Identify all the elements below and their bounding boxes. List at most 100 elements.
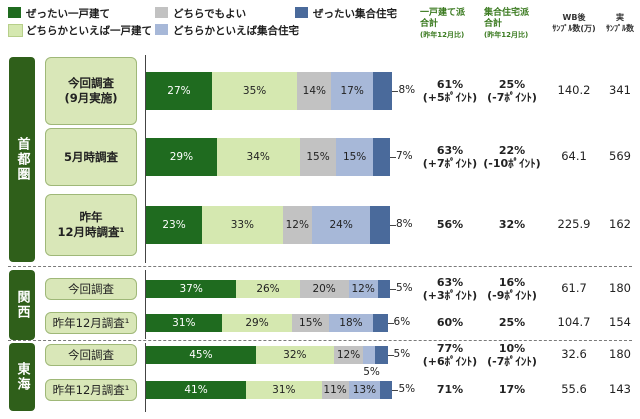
apartment-total-value: 22% (-10ﾎﾟｲﾝﾄ): [480, 144, 544, 170]
bar-segment: 11%: [321, 381, 349, 399]
apartment-total-value-total: 25%: [498, 78, 526, 91]
real-sample-value: 341: [609, 83, 631, 97]
header-apartment-total: 集合住宅派 合計 (昨年12月比): [484, 8, 529, 41]
bar-segment: 14%: [297, 72, 332, 110]
legend-label: ぜったい集合住宅: [313, 8, 397, 20]
real-sample-value: 143: [609, 382, 631, 396]
real-sample-value: 180: [609, 347, 631, 361]
house-total-value: 56%: [420, 218, 480, 231]
bar-segment: [380, 381, 393, 399]
wb-sample-value: 225.9: [557, 217, 591, 231]
axis-left-tokai: [145, 343, 146, 412]
bar-segment: [370, 206, 390, 244]
apartment-total-value-total: 10%: [498, 342, 526, 355]
bar-segment: 29%: [221, 314, 293, 332]
bar-segment: 32%: [255, 346, 334, 364]
bar-value-label: 41%: [184, 384, 208, 396]
apartment-total-value-total: 25%: [498, 316, 526, 329]
header-house-total: 一戸建て派 合計 (昨年12月比): [420, 8, 465, 41]
bar-segment: 13%: [348, 381, 381, 399]
header-house-total-sub: (昨年12月比): [420, 31, 465, 39]
bar-value-label: 24%: [329, 219, 353, 231]
bar-value-label-outside: 5%: [396, 282, 413, 294]
bar-segment: 35%: [211, 72, 298, 110]
house-total-value-diff: (+6ﾎﾟｲﾝﾄ): [422, 355, 478, 368]
apartment-total-value: 10% (-7ﾎﾟｲﾝﾄ): [480, 342, 544, 368]
legend-swatch: [155, 24, 168, 35]
legend-swatch: [295, 7, 308, 18]
bar-value-label-outside: 8%: [396, 218, 413, 230]
separator-kansai: [8, 266, 632, 267]
bar-segment: 31%: [246, 381, 322, 399]
house-total-value-diff: (+3ﾎﾟｲﾝﾄ): [422, 289, 478, 302]
apartment-total-value-total: 16%: [498, 276, 526, 289]
bar-segment: [372, 138, 390, 176]
bar-segment: 45%: [146, 346, 256, 364]
bar-value-label: 15%: [342, 151, 367, 163]
bar-value-label: 26%: [256, 283, 280, 295]
bar-segment: 31%: [146, 314, 222, 332]
bar-value-label: 31%: [272, 384, 296, 396]
bar-segment: 23%: [146, 206, 203, 244]
bar-segment: 37%: [146, 280, 237, 298]
header-real-samples-line1: 実: [616, 13, 624, 22]
house-total-value-total: 77%: [436, 342, 464, 355]
bar-value-label: 11%: [323, 384, 347, 396]
wb-sample-value: 61.7: [561, 281, 587, 295]
row-label: 5月時調査: [45, 128, 137, 186]
bar-value-label: 23%: [162, 219, 186, 231]
apartment-total-value-diff: (-7ﾎﾟｲﾝﾄ): [487, 91, 537, 104]
real-sample-value: 180: [609, 281, 631, 295]
leader-line: [392, 390, 399, 391]
row-label: 昨年12月調査¹: [45, 312, 137, 334]
bar-value-label: 18%: [339, 317, 363, 329]
leader-line: [390, 225, 396, 226]
wb-sample-value: 104.7: [557, 315, 591, 329]
header-wb-samples-line2: ｻﾝﾌﾟﾙ数(万): [552, 24, 596, 33]
bar-segment: 17%: [331, 72, 373, 110]
bar-value-label-below: 5%: [363, 366, 380, 378]
bar-value-label: 32%: [283, 349, 307, 361]
bar-value-label: 20%: [312, 283, 336, 295]
header-wb-samples-line1: WB後: [562, 13, 586, 22]
bar-segment: 27%: [146, 72, 212, 110]
row-label: 昨年 12月時調査¹: [45, 194, 137, 256]
house-total-value: 63% (+7ﾎﾟｲﾝﾄ): [420, 144, 480, 170]
region-kansai: 関西: [9, 270, 35, 340]
house-total-value: 71%: [420, 383, 480, 396]
bar-value-label: 13%: [352, 384, 377, 396]
separator-tokai: [8, 340, 632, 341]
bar-value-label-outside: 8%: [398, 84, 416, 96]
apartment-total-value-total: 32%: [498, 218, 526, 231]
real-sample-value: 569: [609, 149, 631, 163]
bar-value-label: 29%: [169, 151, 194, 163]
bar-segment: 12%: [333, 346, 364, 364]
apartment-total-value-diff: (-7ﾎﾟｲﾝﾄ): [487, 355, 537, 368]
house-total-value: 60%: [420, 316, 480, 329]
apartment-total-value: 17%: [480, 383, 544, 396]
house-total-value-total: 63%: [436, 276, 464, 289]
legend-swatch: [8, 7, 21, 18]
header-apartment-total-line1: 集合住宅派: [484, 8, 530, 18]
bar-value-label: 12%: [351, 283, 375, 295]
bar-segment: 41%: [146, 381, 247, 399]
leader-line: [390, 157, 396, 158]
bar-value-label: 15%: [306, 151, 330, 163]
bar-value-label: 33%: [230, 219, 255, 231]
legend-swatch: [8, 24, 23, 37]
apartment-total-value: 25%: [480, 316, 544, 329]
apartment-total-value-diff: (-9ﾎﾟｲﾝﾄ): [487, 289, 537, 302]
apartment-total-value: 16% (-9ﾎﾟｲﾝﾄ): [480, 276, 544, 302]
axis-left-kansai: [145, 270, 146, 339]
row-label: 今回調査: [45, 278, 137, 300]
legend-label: どちらかといえば集合住宅: [173, 25, 299, 37]
house-total-value: 77% (+6ﾎﾟｲﾝﾄ): [420, 342, 480, 368]
bar-value-label: 37%: [179, 283, 203, 295]
bar-value-label-outside: 6%: [393, 316, 411, 328]
bar-value-label-outside: 5%: [393, 348, 411, 360]
bar-segment: 15%: [336, 138, 373, 176]
bar-segment: 26%: [236, 280, 300, 298]
region-tokai: 東海: [9, 343, 35, 411]
bar-value-label: 27%: [167, 85, 191, 97]
bar-segment: 18%: [329, 314, 373, 332]
